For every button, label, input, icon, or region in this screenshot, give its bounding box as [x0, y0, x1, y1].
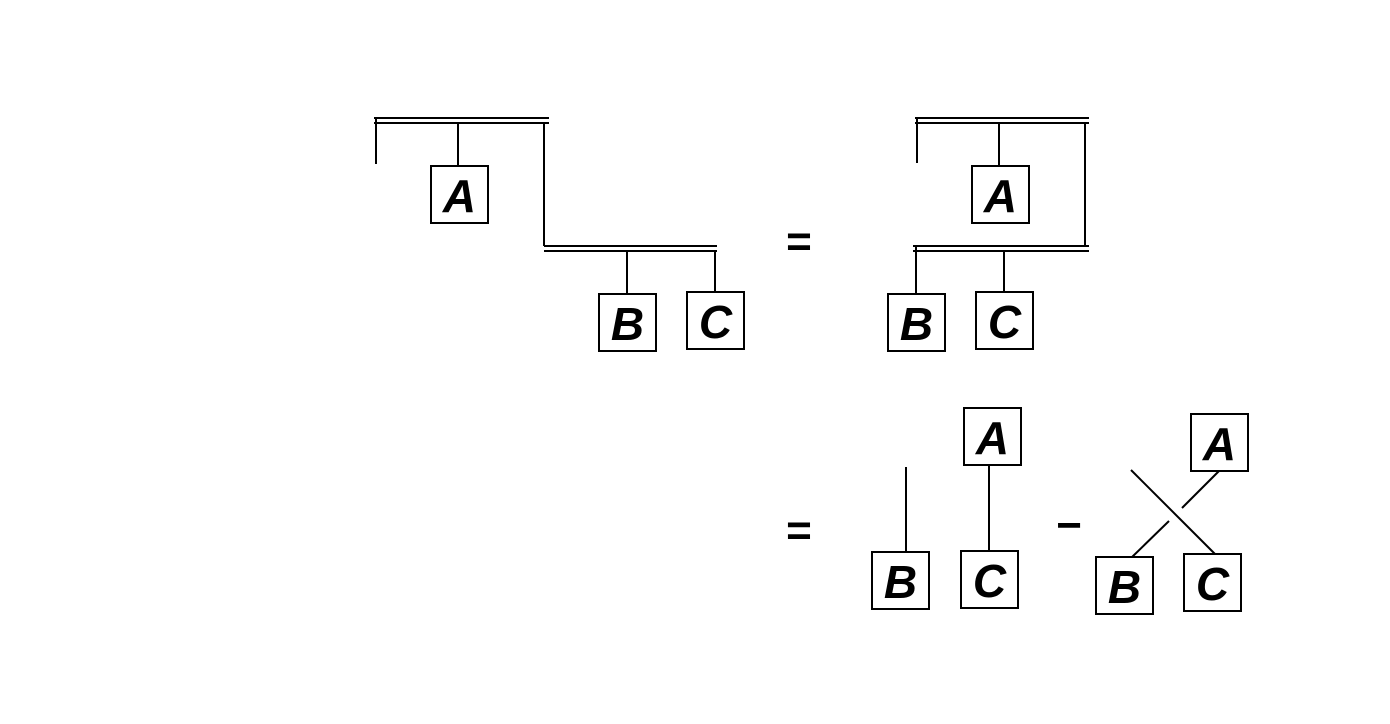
- mid-label-c: C: [988, 296, 1022, 348]
- straight-box-c: C: [960, 550, 1019, 609]
- lhs-box-a: A: [430, 165, 489, 224]
- lhs-label-b: B: [611, 298, 644, 350]
- mid-label-a: A: [983, 170, 1017, 222]
- lhs-box-c: C: [686, 291, 745, 350]
- crossing-under-strand-upper: [1181, 470, 1220, 509]
- mid-box-a: A: [971, 165, 1030, 224]
- crossing-label-a: A: [1202, 418, 1236, 470]
- crossing-over-strand: [1130, 469, 1217, 556]
- straight-box-b: B: [871, 551, 930, 610]
- straight-label-a: A: [975, 412, 1009, 464]
- crossing-box-c: C: [1183, 553, 1242, 612]
- equals-sign-1: =: [786, 217, 812, 266]
- mid-box-c: C: [975, 291, 1034, 350]
- crossing-box-a: A: [1190, 413, 1249, 472]
- straight-label-b: B: [884, 556, 917, 608]
- crossing-under-strand-lower: [1129, 520, 1170, 560]
- crossing-label-b: B: [1108, 561, 1141, 613]
- mid-box-b: B: [887, 293, 946, 352]
- lhs-box-b: B: [598, 293, 657, 352]
- mid-label-b: B: [900, 298, 933, 350]
- straight-box-a: A: [963, 407, 1022, 466]
- minus-sign: −: [1056, 501, 1082, 550]
- straight-label-c: C: [973, 555, 1007, 607]
- crossing-label-c: C: [1196, 558, 1230, 610]
- crossing-box-b: B: [1095, 556, 1154, 615]
- bottom-term-crossing: A B C: [1095, 413, 1249, 615]
- lhs-diagram: A B C: [374, 117, 745, 352]
- equals-sign-2: =: [786, 506, 812, 555]
- lhs-label-c: C: [699, 296, 733, 348]
- lhs-label-a: A: [442, 170, 476, 222]
- middle-diagram: A B C: [887, 117, 1089, 352]
- bottom-term-straight: A B C: [871, 407, 1022, 610]
